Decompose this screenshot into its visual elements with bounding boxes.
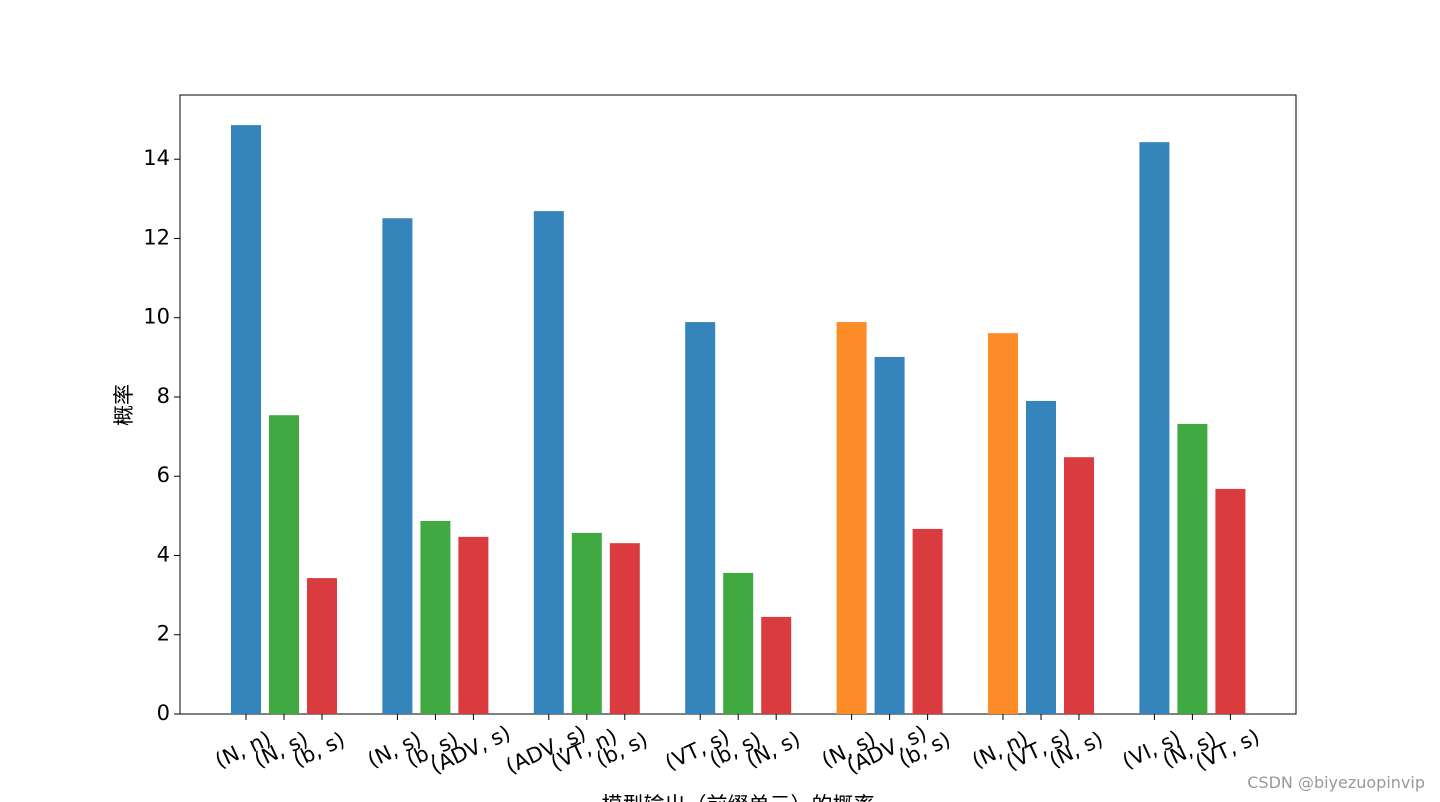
x-axis-label: 模型输出（前缀单元）的概率	[602, 793, 875, 802]
y-tick-label: 6	[157, 463, 170, 487]
bar	[836, 322, 867, 714]
watermark: CSDN @biyezuopinvip	[1247, 773, 1425, 792]
bar	[1177, 423, 1208, 714]
x-tick-label: (ADV, s)	[427, 721, 514, 779]
bar	[609, 543, 640, 714]
bar	[1064, 457, 1094, 714]
y-tick-label: 10	[143, 305, 170, 329]
bar	[382, 218, 413, 715]
bar	[231, 125, 261, 714]
bar	[571, 532, 602, 714]
y-tick-label: 12	[143, 225, 170, 249]
bar	[874, 356, 905, 714]
bar	[269, 415, 299, 714]
bar	[912, 528, 943, 714]
bar	[458, 536, 489, 714]
bar	[988, 333, 1018, 714]
bar	[307, 578, 337, 714]
y-tick-label: 2	[157, 622, 170, 646]
bar	[723, 572, 754, 714]
y-tick-label: 4	[157, 542, 170, 566]
bar	[533, 211, 564, 714]
y-axis-label: 概率	[112, 384, 136, 426]
y-tick-label: 14	[143, 146, 170, 170]
bar	[685, 322, 716, 714]
bar	[1026, 400, 1056, 714]
y-tick-label: 8	[157, 384, 170, 408]
bar	[1139, 142, 1170, 714]
bar	[420, 521, 451, 714]
bar	[1215, 488, 1246, 714]
bar	[761, 616, 792, 714]
y-tick-label: 0	[157, 701, 170, 725]
